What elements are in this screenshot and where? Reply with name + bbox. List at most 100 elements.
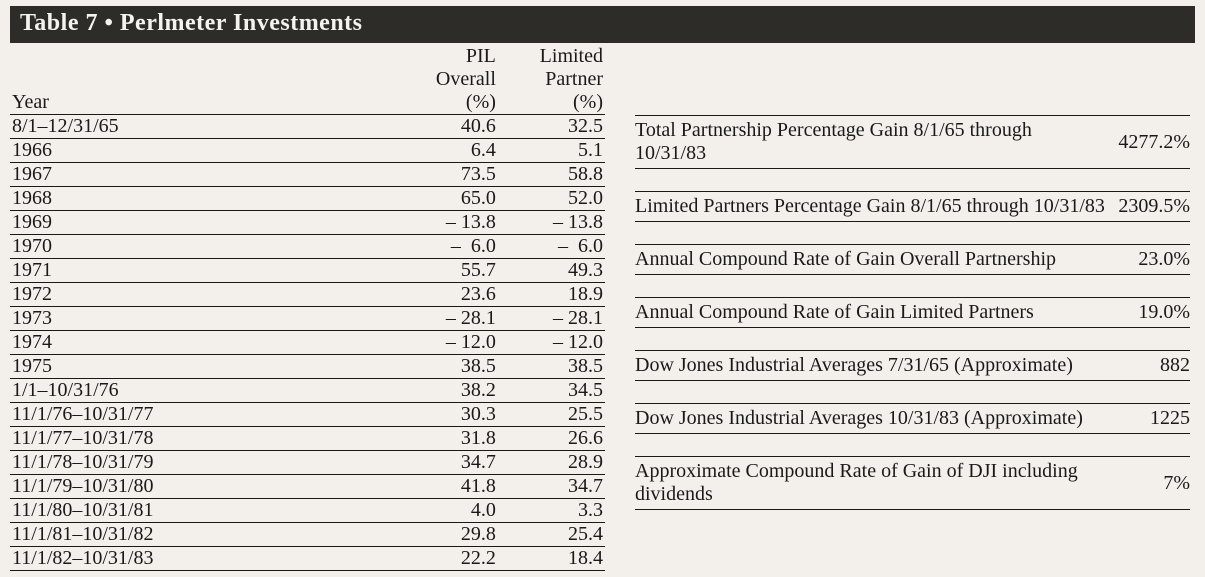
cell-year: 1970 xyxy=(10,235,391,259)
table-row: 8/1–12/31/6540.632.5 xyxy=(10,115,605,139)
cell-year: 11/1/78–10/31/79 xyxy=(10,451,391,475)
table-row: 11/1/76–10/31/7730.325.5 xyxy=(10,403,605,427)
col-header-lp-l1: Limited xyxy=(500,45,603,68)
cell-year: 8/1–12/31/65 xyxy=(10,115,391,139)
table-row: 19666.45.1 xyxy=(10,139,605,163)
summary-label: Annual Compound Rate of Gain Overall Par… xyxy=(635,248,1138,271)
table-row: 1973– 28.1– 28.1 xyxy=(10,307,605,331)
col-header-pil-l2: Overall xyxy=(393,68,496,91)
col-header-lp-l3: (%) xyxy=(500,91,603,114)
cell-year: 11/1/77–10/31/78 xyxy=(10,427,391,451)
summary-list: Total Partnership Percentage Gain 8/1/65… xyxy=(635,45,1190,510)
summary-row: Limited Partners Percentage Gain 8/1/65 … xyxy=(635,191,1190,222)
table-row: 196773.558.8 xyxy=(10,163,605,187)
cell-lp: – 12.0 xyxy=(498,331,605,355)
cell-pil: – 6.0 xyxy=(391,235,498,259)
cell-year: 1969 xyxy=(10,211,391,235)
summary-row: Dow Jones Industrial Averages 7/31/65 (A… xyxy=(635,350,1190,381)
performance-table-wrap: Year PIL Overall (%) Limited Partner (%)… xyxy=(10,45,605,571)
cell-pil: 41.8 xyxy=(391,475,498,499)
cell-pil: 6.4 xyxy=(391,139,498,163)
table-row: 1969– 13.8– 13.8 xyxy=(10,211,605,235)
cell-lp: 3.3 xyxy=(498,499,605,523)
cell-pil: 30.3 xyxy=(391,403,498,427)
summary-label: Dow Jones Industrial Averages 10/31/83 (… xyxy=(635,407,1150,430)
table-row: 11/1/79–10/31/8041.834.7 xyxy=(10,475,605,499)
cell-year: 1968 xyxy=(10,187,391,211)
table-row: 11/1/80–10/31/814.03.3 xyxy=(10,499,605,523)
summary-value: 1225 xyxy=(1150,407,1190,430)
cell-pil: – 12.0 xyxy=(391,331,498,355)
cell-lp: – 13.8 xyxy=(498,211,605,235)
cell-lp: – 6.0 xyxy=(498,235,605,259)
cell-lp: 18.9 xyxy=(498,283,605,307)
summary-label: Limited Partners Percentage Gain 8/1/65 … xyxy=(635,195,1118,218)
summary-row: Annual Compound Rate of Gain Limited Par… xyxy=(635,297,1190,328)
cell-pil: 38.5 xyxy=(391,355,498,379)
table-row: 197223.618.9 xyxy=(10,283,605,307)
cell-year: 11/1/79–10/31/80 xyxy=(10,475,391,499)
cell-pil: – 28.1 xyxy=(391,307,498,331)
table-row: 11/1/81–10/31/8229.825.4 xyxy=(10,523,605,547)
cell-year: 1/1–10/31/76 xyxy=(10,379,391,403)
cell-year: 1967 xyxy=(10,163,391,187)
summary-value: 2309.5% xyxy=(1118,195,1190,218)
summary-label: Dow Jones Industrial Averages 7/31/65 (A… xyxy=(635,354,1160,377)
summary-row: Total Partnership Percentage Gain 8/1/65… xyxy=(635,115,1190,169)
cell-year: 1972 xyxy=(10,283,391,307)
cell-pil: 55.7 xyxy=(391,259,498,283)
col-header-lp-l2: Partner xyxy=(500,68,603,91)
summary-value: 882 xyxy=(1160,354,1190,377)
cell-lp: 34.7 xyxy=(498,475,605,499)
cell-year: 11/1/82–10/31/83 xyxy=(10,547,391,571)
cell-lp: 52.0 xyxy=(498,187,605,211)
cell-year: 1973 xyxy=(10,307,391,331)
cell-lp: – 28.1 xyxy=(498,307,605,331)
summary-value: 4277.2% xyxy=(1118,131,1190,154)
cell-lp: 25.4 xyxy=(498,523,605,547)
table-row: 1970– 6.0– 6.0 xyxy=(10,235,605,259)
col-header-lp: Limited Partner (%) xyxy=(498,45,605,115)
cell-year: 1975 xyxy=(10,355,391,379)
summary-value: 7% xyxy=(1163,472,1190,495)
summary-label: Approximate Compound Rate of Gain of DJI… xyxy=(635,460,1163,506)
cell-pil: 34.7 xyxy=(391,451,498,475)
cell-pil: 65.0 xyxy=(391,187,498,211)
performance-table: Year PIL Overall (%) Limited Partner (%)… xyxy=(10,45,605,571)
table-row: 197155.749.3 xyxy=(10,259,605,283)
cell-pil: 73.5 xyxy=(391,163,498,187)
summary-row: Dow Jones Industrial Averages 10/31/83 (… xyxy=(635,403,1190,434)
table-row: 11/1/77–10/31/7831.826.6 xyxy=(10,427,605,451)
cell-year: 1971 xyxy=(10,259,391,283)
table-row: 1974– 12.0– 12.0 xyxy=(10,331,605,355)
content-wrap: Year PIL Overall (%) Limited Partner (%)… xyxy=(10,45,1195,571)
col-header-year: Year xyxy=(10,45,391,115)
summary-value: 19.0% xyxy=(1138,301,1190,324)
cell-pil: 4.0 xyxy=(391,499,498,523)
cell-lp: 26.6 xyxy=(498,427,605,451)
table-row: 11/1/78–10/31/7934.728.9 xyxy=(10,451,605,475)
summary-row: Approximate Compound Rate of Gain of DJI… xyxy=(635,456,1190,510)
cell-lp: 58.8 xyxy=(498,163,605,187)
cell-lp: 25.5 xyxy=(498,403,605,427)
table-row: 11/1/82–10/31/8322.218.4 xyxy=(10,547,605,571)
performance-tbody: 8/1–12/31/6540.632.519666.45.1196773.558… xyxy=(10,115,605,571)
cell-pil: 22.2 xyxy=(391,547,498,571)
cell-year: 1966 xyxy=(10,139,391,163)
cell-pil: 31.8 xyxy=(391,427,498,451)
cell-pil: 29.8 xyxy=(391,523,498,547)
col-header-pil-l1: PIL xyxy=(393,45,496,68)
table-row: 197538.538.5 xyxy=(10,355,605,379)
cell-pil: 38.2 xyxy=(391,379,498,403)
cell-pil: – 13.8 xyxy=(391,211,498,235)
table-title: Table 7 • Perlmeter Investments xyxy=(10,6,1195,43)
cell-year: 1974 xyxy=(10,331,391,355)
cell-pil: 23.6 xyxy=(391,283,498,307)
summary-label: Total Partnership Percentage Gain 8/1/65… xyxy=(635,119,1118,165)
cell-year: 11/1/76–10/31/77 xyxy=(10,403,391,427)
cell-lp: 38.5 xyxy=(498,355,605,379)
summary-row: Annual Compound Rate of Gain Overall Par… xyxy=(635,244,1190,275)
col-header-pil-l3: (%) xyxy=(393,91,496,114)
cell-year: 11/1/81–10/31/82 xyxy=(10,523,391,547)
cell-lp: 34.5 xyxy=(498,379,605,403)
